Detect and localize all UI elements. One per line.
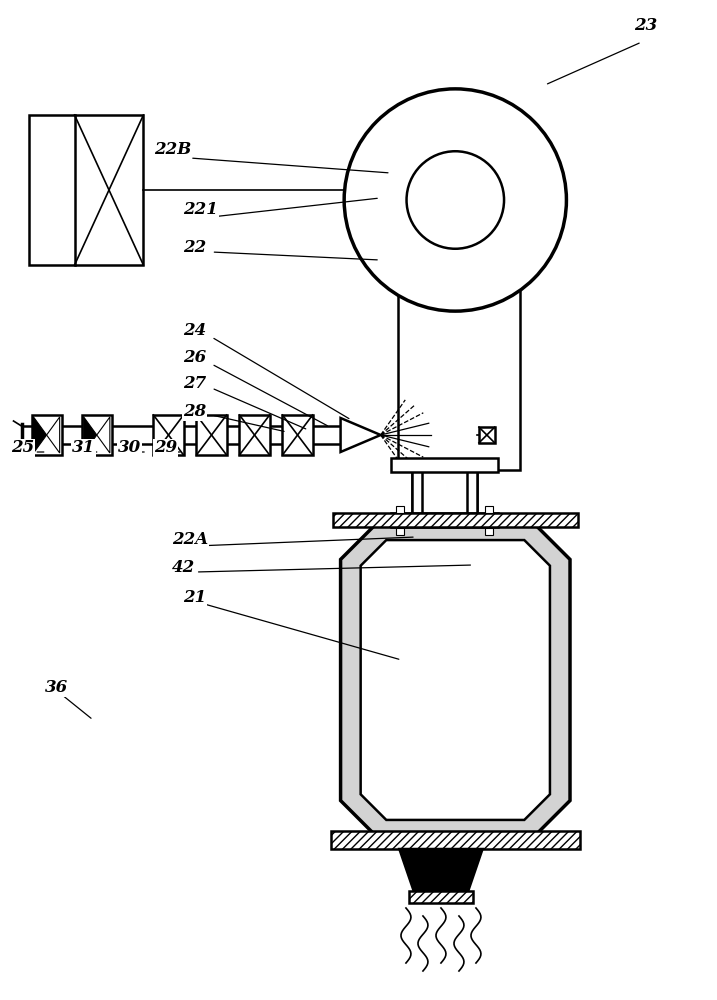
Bar <box>391 513 498 527</box>
Polygon shape <box>34 417 47 453</box>
Bar <box>32 415 62 455</box>
Polygon shape <box>47 417 60 453</box>
Bar <box>331 831 580 849</box>
Polygon shape <box>97 417 110 453</box>
Text: 31: 31 <box>72 440 95 456</box>
Bar <box>485 506 493 513</box>
Text: 21: 21 <box>183 589 206 606</box>
Bar <box>29 115 143 265</box>
Polygon shape <box>399 849 483 891</box>
Text: 29: 29 <box>154 440 177 456</box>
Bar <box>396 528 404 535</box>
Bar <box>82 415 112 455</box>
Text: 27: 27 <box>183 374 206 391</box>
Bar <box>391 458 498 472</box>
Text: 22: 22 <box>183 238 206 255</box>
Bar <box>412 465 477 520</box>
Bar <box>282 415 313 455</box>
Text: 221: 221 <box>183 202 218 219</box>
Bar <box>153 415 184 455</box>
Bar <box>412 465 422 520</box>
Text: 36: 36 <box>44 680 67 696</box>
Bar <box>396 506 404 513</box>
Circle shape <box>407 151 504 249</box>
Bar <box>467 465 477 520</box>
Polygon shape <box>341 418 381 452</box>
Bar <box>485 528 493 535</box>
Bar <box>333 513 578 527</box>
Circle shape <box>344 89 566 311</box>
Bar <box>409 891 473 903</box>
Text: 30: 30 <box>118 440 141 456</box>
Text: 42: 42 <box>172 558 195 575</box>
Polygon shape <box>361 540 550 820</box>
Polygon shape <box>84 417 97 453</box>
Polygon shape <box>341 520 570 840</box>
Text: 25: 25 <box>11 440 34 456</box>
Text: 28: 28 <box>183 403 206 420</box>
Text: 24: 24 <box>183 322 206 339</box>
Bar <box>239 415 270 455</box>
Text: 22B: 22B <box>154 141 191 158</box>
Text: 26: 26 <box>183 350 206 366</box>
Text: 23: 23 <box>635 16 657 33</box>
Bar <box>398 183 520 470</box>
Bar <box>479 427 495 443</box>
Bar <box>196 415 227 455</box>
Text: 22A: 22A <box>172 532 208 548</box>
